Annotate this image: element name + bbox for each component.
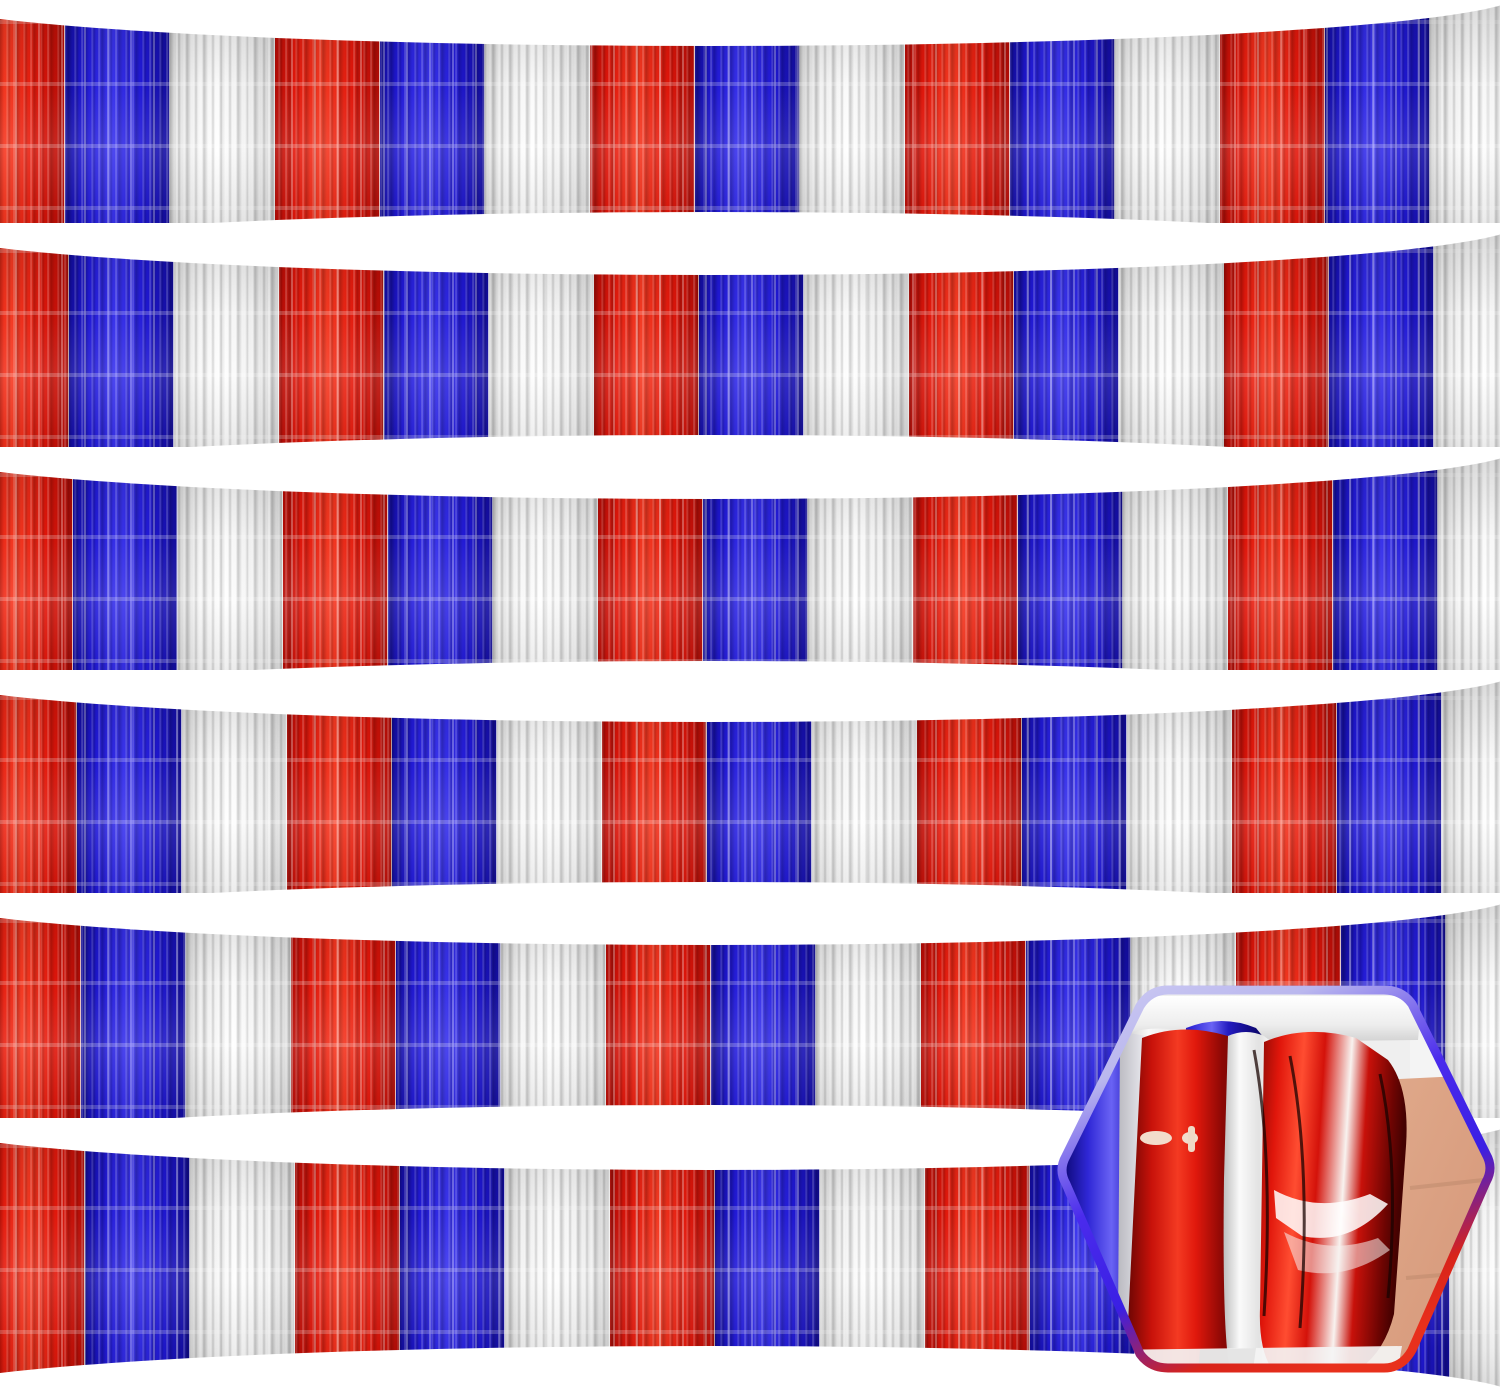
badge-hexagon-frame (1057, 985, 1495, 1373)
roll-seams (1252, 1049, 1394, 1329)
product-detail-inset-badge[interactable] (1050, 978, 1500, 1393)
